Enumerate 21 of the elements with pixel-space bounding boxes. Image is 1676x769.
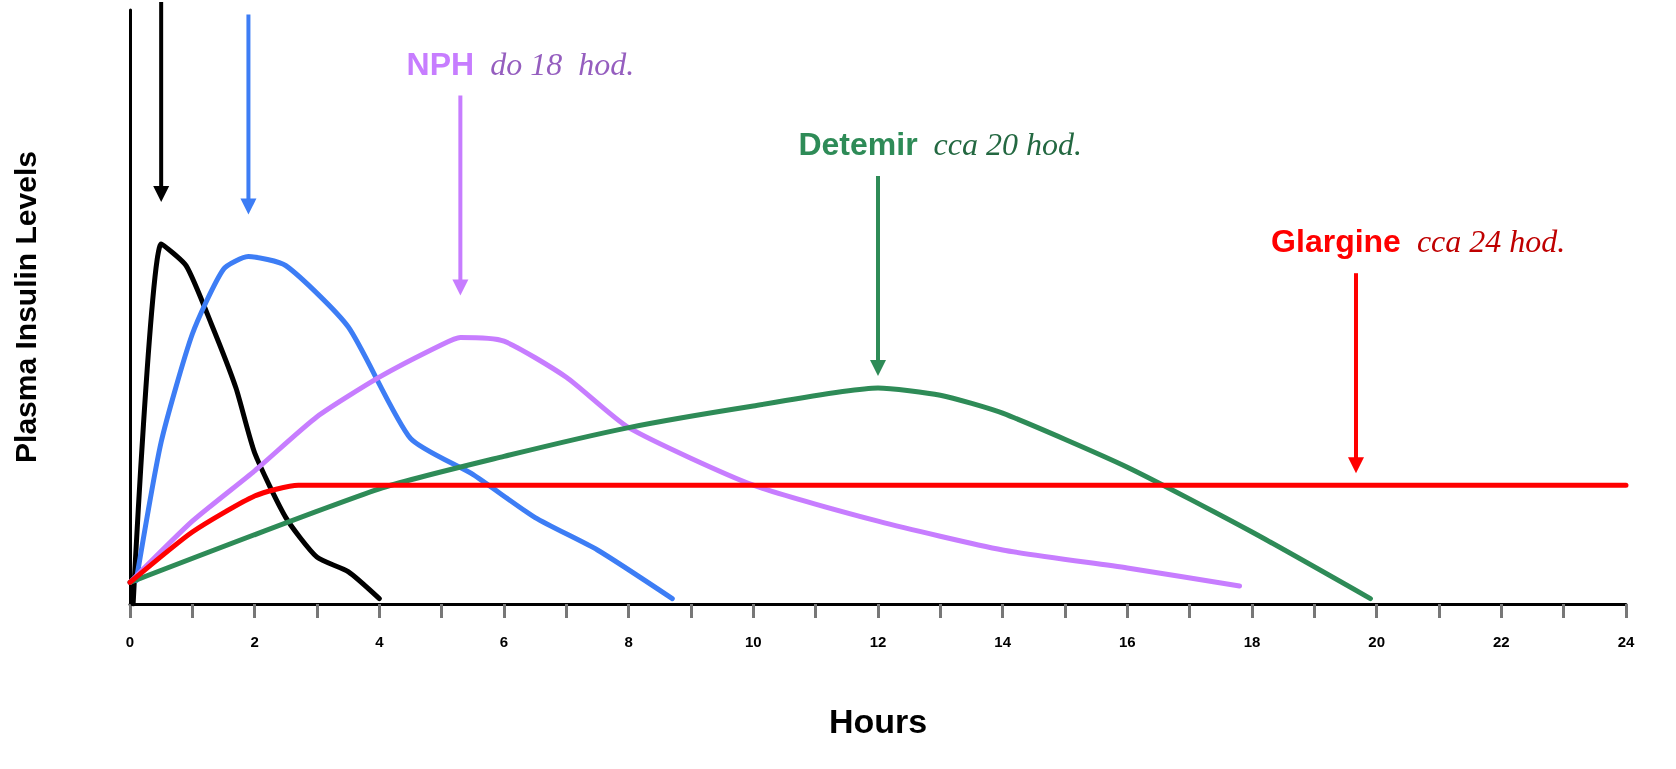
y-axis-title: Plasma Insulin Levels: [8, 151, 42, 463]
x-tick-label: 8: [624, 633, 633, 650]
x-tick-label: 18: [1243, 633, 1261, 650]
text: Detemir: [798, 126, 918, 162]
x-tick-label: 6: [499, 633, 509, 650]
x-tick-label: 22: [1492, 633, 1510, 650]
x-tick-label: 24: [1617, 633, 1635, 650]
text: Glargine: [1271, 223, 1401, 260]
x-tick-label: 0: [125, 633, 135, 650]
text: NPH: [406, 45, 475, 82]
x-tick-label: 12: [869, 633, 887, 650]
x-tick-label: 2: [250, 633, 259, 650]
x-tick-label: 10: [744, 633, 762, 650]
text: cca 20 hod.: [917, 126, 1082, 162]
x-axis-title: Hours: [828, 702, 928, 740]
x-tick-label: 20: [1368, 633, 1386, 650]
x-tick-label: 16: [1118, 633, 1136, 650]
text: do 18 hod.: [474, 45, 635, 82]
annotation: cca 24 hod.: [1400, 223, 1566, 260]
x-tick-label: 14: [994, 633, 1012, 650]
x-tick-label: 4: [375, 633, 385, 650]
